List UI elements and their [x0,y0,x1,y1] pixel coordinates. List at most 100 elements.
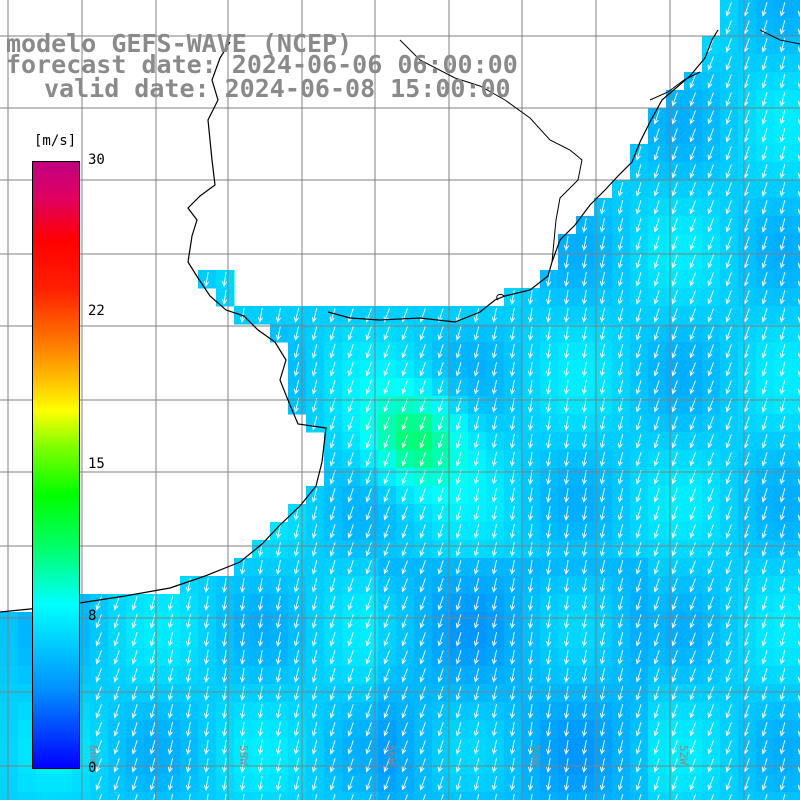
wind-arrow [563,254,570,269]
wind-arrow [779,56,786,71]
wind-arrow [455,452,462,467]
wind-arrow [617,326,624,341]
wind-arrow [599,290,605,305]
wind-arrow [779,290,786,305]
wind-cell [720,792,739,800]
wind-arrow [725,236,732,251]
wind-arrow [707,290,714,305]
wind-arrow [240,308,246,323]
wind-arrow [635,218,642,233]
wind-cell [738,792,757,800]
wind-arrow [329,704,336,719]
wind-cell [792,126,800,145]
wind-arrow [617,542,624,557]
wind-arrow [185,632,191,647]
wind-arrow [473,632,480,647]
wind-arrow [419,488,426,503]
longitude-label: 56W [385,745,398,765]
wind-arrow [527,362,534,377]
wind-arrow [401,650,408,665]
wind-arrow [563,668,570,683]
wind-arrow [149,650,156,665]
wind-arrow [725,74,732,89]
wind-cell [792,540,800,559]
wind-arrow [707,146,714,161]
wind-arrow [581,686,588,701]
wind-arrow [455,596,462,611]
wind-arrow [401,722,408,737]
wind-arrow [311,506,318,521]
wind-arrow [311,740,318,755]
wind-arrow [653,776,660,791]
wind-arrow [599,632,605,647]
wind-arrow [779,560,786,575]
wind-arrow [365,488,372,503]
wind-arrow [563,596,570,611]
wind-arrow [707,326,714,341]
wind-arrow [293,722,300,737]
wind-arrow [653,128,660,143]
wind-arrow [638,794,642,800]
wind-arrow [671,92,678,107]
wind-arrow [671,146,678,161]
wind-arrow [419,326,426,341]
wind-arrow [761,164,768,179]
wind-arrow [203,686,210,701]
wind-arrow [671,488,678,503]
wind-arrow [473,758,480,773]
wind-arrow [455,524,462,539]
wind-arrow [635,596,642,611]
wind-cell [792,216,800,235]
wind-arrow [329,362,336,377]
wind-arrow [635,254,642,269]
wind-arrow [689,344,696,359]
wind-arrow [311,614,318,629]
wind-arrow [383,488,390,503]
wind-arrow [725,272,732,287]
wind-arrow [113,740,120,755]
wind-arrow [311,380,318,395]
wind-arrow [401,596,408,611]
wind-arrow [779,704,786,719]
wind-arrow [113,596,120,611]
wind-arrow [95,776,102,791]
wind-cell [792,486,800,505]
wind-arrow [365,416,372,431]
wind-arrow [689,578,696,593]
wind-arrow [527,434,534,449]
wind-arrow [671,434,678,449]
wind-arrow [404,794,408,800]
wind-arrow [401,506,408,521]
wind-arrow [653,272,660,287]
wind-arrow [725,560,732,575]
wind-cell [468,792,487,800]
wind-arrow [437,416,444,431]
wind-arrow [599,578,605,593]
wind-arrow [671,668,678,683]
wind-arrow [311,776,318,791]
wind-arrow [365,704,372,719]
wind-arrows [95,2,800,800]
wind-arrow [293,686,300,701]
wind-cell [792,324,800,343]
wind-arrow [473,380,480,395]
wind-arrow [566,794,569,800]
wind-arrow [437,470,444,485]
wind-arrow [779,74,786,89]
wind-arrow [689,218,696,233]
wind-arrow [293,650,300,665]
wind-arrow [761,470,768,485]
wind-arrow [131,614,138,629]
wind-arrow [455,560,462,575]
wind-arrow [653,740,660,755]
wind-cell [792,108,800,127]
wind-arrow [671,578,678,593]
wind-arrow [509,506,516,521]
wind-arrow [365,632,372,647]
wind-arrow [293,362,300,377]
wind-arrow [240,614,246,629]
wind-arrow [473,614,480,629]
wind-arrow [293,758,300,773]
wind-arrow [635,362,642,377]
wind-arrow [761,506,768,521]
